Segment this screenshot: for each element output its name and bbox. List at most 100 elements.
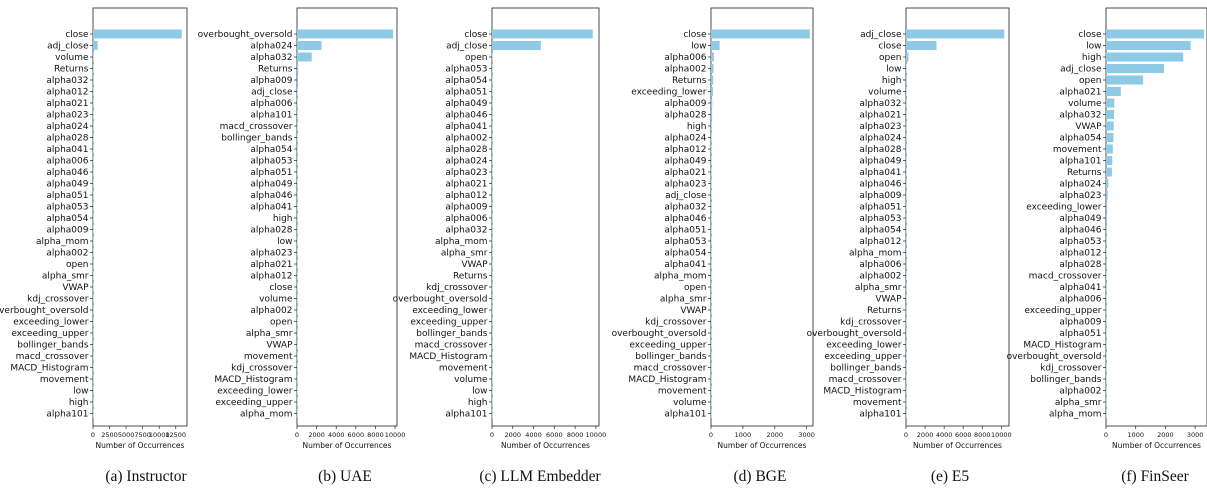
ytick-label: alpha024 (859, 134, 901, 144)
ytick-label: close (464, 30, 488, 40)
xtick-label: 0 (904, 431, 908, 439)
ytick-label: MACD_Histogram (823, 387, 901, 397)
bar (711, 282, 712, 292)
bar (93, 397, 94, 407)
ytick-label: alpha006 (445, 214, 487, 224)
bar (1106, 64, 1164, 73)
ytick-label: alpha041 (1059, 283, 1101, 293)
bar (492, 305, 493, 315)
bar (297, 374, 298, 384)
bar (711, 29, 810, 39)
ytick-label: alpha023 (1059, 191, 1101, 201)
ytick-label: alpha046 (859, 180, 901, 190)
ytick-label: kdj_crossover (840, 318, 902, 328)
ytick-label: alpha051 (250, 168, 292, 178)
xtick-label: 5000 (118, 431, 135, 439)
bar (93, 340, 94, 349)
bar (297, 271, 298, 280)
ytick-label: alpha041 (250, 203, 292, 213)
bar (492, 294, 493, 303)
bar (906, 305, 907, 315)
xtick-label: 8000 (974, 431, 991, 439)
ytick-label: overbought_oversold (612, 329, 707, 339)
bar (906, 190, 907, 200)
bar (297, 121, 298, 131)
ytick-label: alpha006 (859, 260, 901, 270)
bar (93, 282, 94, 292)
xtick-label: 6000 (955, 431, 972, 439)
bar (93, 133, 94, 142)
ytick-label: open (270, 318, 292, 328)
ytick-label: alpha021 (664, 168, 706, 178)
bar (492, 259, 493, 269)
bar (1106, 409, 1107, 418)
bar (297, 409, 298, 418)
ytick-label: alpha046 (1059, 226, 1101, 236)
bar (492, 121, 493, 131)
ytick-label: alpha012 (445, 191, 487, 201)
xtick-label: 1000 (735, 431, 752, 439)
ytick-label: alpha053 (664, 237, 706, 247)
bar (297, 87, 298, 96)
bar (93, 41, 98, 50)
bar (297, 64, 299, 73)
ytick-label: alpha024 (46, 122, 88, 132)
ytick-label: VWAP (62, 283, 89, 293)
ytick-label: exceeding_upper (215, 398, 292, 408)
bar (711, 328, 712, 338)
bar (492, 179, 493, 188)
panel-caption: (c) LLM Embedder (479, 468, 601, 485)
ytick-label: exceeding_lower (826, 341, 902, 351)
ytick-label: MACD_Histogram (1023, 341, 1101, 351)
ytick-label: volume (1068, 99, 1102, 109)
bar (906, 202, 907, 211)
panel-caption: (d) BGE (734, 468, 787, 485)
xtick-label: 2000 (308, 431, 325, 439)
ytick-label: Returns (54, 65, 89, 75)
ytick-label: alpha049 (46, 180, 88, 190)
bar (93, 121, 94, 131)
bar (1106, 259, 1107, 269)
ytick-label: alpha009 (445, 203, 487, 213)
bar (906, 156, 907, 165)
bar (906, 98, 907, 108)
xaxis-title: Number of Occurrences (501, 441, 590, 450)
ytick-label: adj_close (251, 88, 293, 98)
ytick-label: volume (868, 88, 902, 98)
bar (297, 133, 298, 142)
ytick-label: alpha012 (859, 237, 901, 247)
bar (93, 144, 94, 154)
ytick-label: alpha_smr (246, 329, 293, 339)
ytick-label: alpha_mom (849, 249, 902, 259)
ytick-label: alpha028 (46, 134, 88, 144)
ytick-label: alpha002 (1059, 387, 1101, 397)
ytick-label: macd_crossover (415, 341, 488, 351)
ytick-label: movement (853, 398, 902, 408)
ytick-label: alpha041 (445, 122, 487, 132)
bar (1106, 225, 1107, 234)
xtick-label: 4000 (936, 431, 953, 439)
bar (711, 248, 712, 257)
ytick-label: bollinger_bands (635, 352, 707, 362)
ytick-label: alpha032 (46, 76, 88, 86)
bar (93, 202, 94, 211)
ytick-label: alpha006 (46, 157, 88, 167)
ytick-label: close (65, 30, 89, 40)
ytick-label: low (277, 237, 292, 247)
bar (93, 29, 182, 39)
bar (1106, 179, 1109, 188)
bar (906, 64, 907, 73)
ytick-label: kdj_crossover (231, 364, 293, 374)
bar (906, 144, 907, 154)
panel-caption: (f) FinSeer (1121, 468, 1189, 485)
bar (1106, 29, 1205, 39)
xtick-label: 6000 (348, 431, 365, 439)
ytick-label: close (683, 30, 707, 40)
bar (492, 75, 493, 85)
bar (93, 64, 94, 73)
ytick-label: alpha054 (46, 214, 88, 224)
bar (492, 271, 493, 280)
bar (297, 317, 298, 326)
bar (906, 110, 907, 119)
bar (492, 190, 493, 200)
